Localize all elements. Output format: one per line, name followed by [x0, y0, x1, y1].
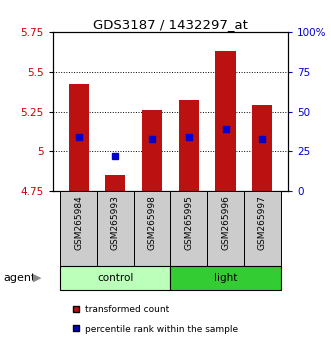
Bar: [244, 191, 281, 266]
Bar: [207, 191, 244, 266]
Text: percentile rank within the sample: percentile rank within the sample: [85, 325, 239, 333]
Bar: [60, 266, 170, 290]
Bar: [105, 175, 125, 191]
Bar: [142, 110, 162, 191]
Bar: [60, 191, 97, 266]
Text: agent: agent: [3, 273, 36, 283]
Title: GDS3187 / 1432297_at: GDS3187 / 1432297_at: [93, 18, 248, 31]
Bar: [170, 266, 281, 290]
Text: GSM265996: GSM265996: [221, 195, 230, 250]
Bar: [215, 51, 236, 191]
Text: GSM265995: GSM265995: [184, 195, 193, 250]
Text: GSM265997: GSM265997: [258, 195, 267, 250]
Bar: [179, 100, 199, 191]
Text: GSM265993: GSM265993: [111, 195, 120, 250]
Bar: [170, 191, 207, 266]
Text: ▶: ▶: [33, 273, 42, 283]
Text: transformed count: transformed count: [85, 305, 170, 314]
Text: control: control: [97, 273, 134, 283]
Bar: [97, 191, 134, 266]
Text: GSM265984: GSM265984: [74, 195, 83, 250]
Text: GSM265998: GSM265998: [148, 195, 157, 250]
Bar: [134, 191, 170, 266]
Text: light: light: [214, 273, 237, 283]
Bar: [252, 105, 272, 191]
Bar: [69, 84, 89, 191]
